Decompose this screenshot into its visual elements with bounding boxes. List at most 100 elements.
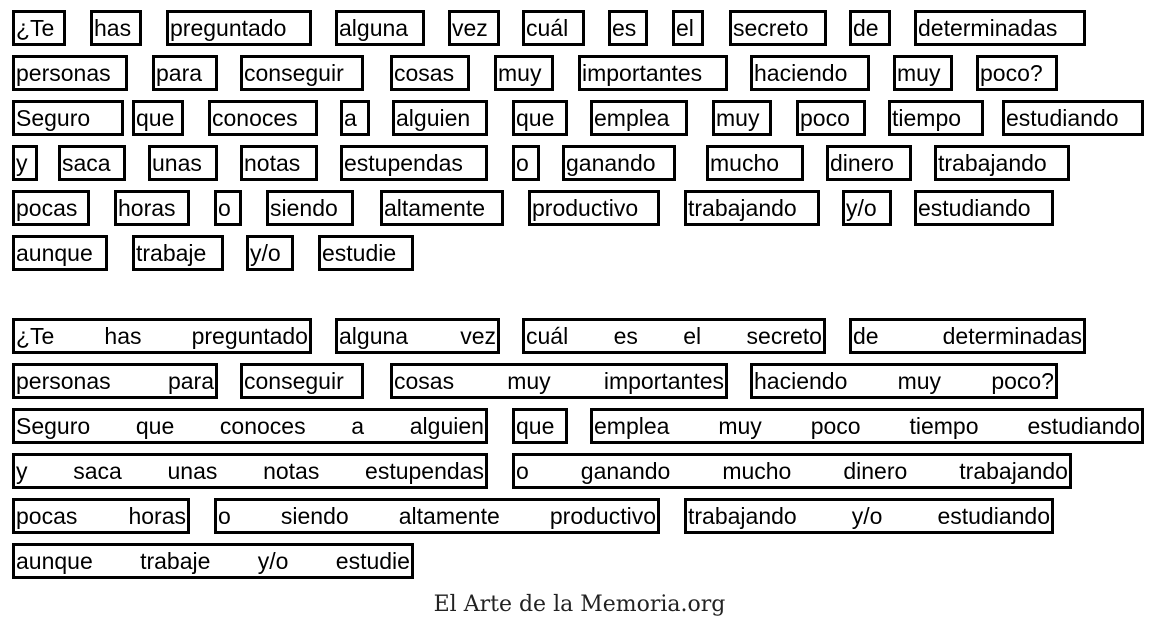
phrase-box: ¿Te has preguntado bbox=[12, 318, 312, 354]
word: estudie bbox=[335, 547, 410, 574]
word: pocas bbox=[16, 194, 78, 221]
word-box: dinero bbox=[826, 145, 912, 181]
word-box: alguien bbox=[392, 100, 488, 136]
section1-line-4: y saca unas notas estupendas o ganando m… bbox=[0, 145, 1159, 185]
word: determinadas bbox=[918, 14, 1058, 41]
word-box: importantes bbox=[578, 55, 728, 91]
word-box: y bbox=[12, 145, 38, 181]
word-box: es bbox=[608, 10, 648, 46]
word-box: estudiando bbox=[914, 190, 1054, 226]
word-box: y/o bbox=[842, 190, 892, 226]
word: que bbox=[135, 412, 175, 439]
word-box: poco? bbox=[976, 55, 1058, 91]
word: ¿Te bbox=[16, 14, 55, 41]
section1-line-1: ¿Te has preguntado alguna vez cuál es el… bbox=[0, 10, 1159, 50]
word: muy bbox=[716, 104, 760, 131]
word: y bbox=[16, 149, 28, 176]
word: personas bbox=[16, 59, 111, 86]
word: haciendo bbox=[754, 59, 848, 86]
word: importantes bbox=[603, 367, 724, 394]
word: preguntado bbox=[170, 14, 287, 41]
word: ¿Te bbox=[16, 322, 55, 349]
word: poco bbox=[800, 104, 850, 131]
word-box: el bbox=[672, 10, 704, 46]
word-box: muy bbox=[712, 100, 772, 136]
word-box: cosas bbox=[390, 55, 470, 91]
word: o bbox=[218, 194, 231, 221]
word-box: conseguir bbox=[240, 55, 364, 91]
word: siendo bbox=[270, 194, 338, 221]
section2-line-2: personas para conseguir cosas muy import… bbox=[0, 363, 1159, 403]
phrase-box: que bbox=[512, 408, 568, 444]
section1-line-5: pocas horas o siendo altamente productiv… bbox=[0, 190, 1159, 230]
section1-line-2: personas para conseguir cosas muy import… bbox=[0, 55, 1159, 95]
word: alguien bbox=[396, 104, 471, 131]
word-box: y/o bbox=[246, 235, 294, 271]
word: estudiando bbox=[918, 194, 1031, 221]
word-box: determinadas bbox=[914, 10, 1086, 46]
word: tiempo bbox=[892, 104, 962, 131]
word-box: conoces bbox=[208, 100, 318, 136]
word-box: o bbox=[214, 190, 242, 226]
word-box: saca bbox=[58, 145, 126, 181]
phrase-box: haciendo muy poco? bbox=[750, 363, 1058, 399]
word: ganando bbox=[580, 457, 671, 484]
word: conseguir bbox=[244, 367, 344, 394]
word: muy bbox=[507, 367, 551, 394]
word-box: tiempo bbox=[888, 100, 984, 136]
word: estudiando bbox=[1027, 412, 1140, 439]
word: el bbox=[683, 322, 702, 349]
word: estupendas bbox=[365, 457, 484, 484]
word: alguna bbox=[339, 322, 409, 349]
phrase-box: de determinadas bbox=[849, 318, 1086, 354]
word-box: pocas bbox=[12, 190, 90, 226]
word: horas bbox=[128, 502, 186, 529]
section2-line-3: Seguro que conoces a alguien que emplea … bbox=[0, 408, 1159, 448]
word-box: productivo bbox=[528, 190, 660, 226]
word: y/o bbox=[851, 502, 883, 529]
word: estudiando bbox=[937, 502, 1050, 529]
section2-line-4: y saca unas notas estupendas o ganando m… bbox=[0, 453, 1159, 493]
word: poco? bbox=[991, 367, 1054, 394]
word-box: que bbox=[512, 100, 568, 136]
word-box: para bbox=[152, 55, 218, 91]
phrase-box: trabajando y/o estudiando bbox=[684, 498, 1054, 534]
word: personas bbox=[16, 367, 111, 394]
phrase-box: Seguro que conoces a alguien bbox=[12, 408, 488, 444]
word-box: mucho bbox=[706, 145, 804, 181]
word-box: trabaje bbox=[132, 235, 224, 271]
word: vez bbox=[452, 14, 488, 41]
section2-line-1: ¿Te has preguntado alguna vez cuál es el… bbox=[0, 318, 1159, 358]
word-box: unas bbox=[148, 145, 218, 181]
word: muy bbox=[498, 59, 542, 86]
word: saca bbox=[73, 457, 122, 484]
word: y bbox=[16, 457, 28, 484]
word: a bbox=[351, 412, 365, 439]
word: altamente bbox=[384, 194, 486, 221]
word: trabaje bbox=[140, 547, 211, 574]
word: secreto bbox=[733, 14, 809, 41]
word-box: trabajando bbox=[684, 190, 820, 226]
word: cuál bbox=[526, 322, 569, 349]
word: unas bbox=[152, 149, 202, 176]
word: para bbox=[167, 367, 214, 394]
word: aunque bbox=[16, 239, 93, 266]
word: notas bbox=[263, 457, 320, 484]
phrase-box: conseguir bbox=[240, 363, 364, 399]
word: y/o bbox=[257, 547, 289, 574]
word: y/o bbox=[250, 239, 281, 266]
word: de bbox=[853, 322, 879, 349]
word: aunque bbox=[16, 547, 93, 574]
word: muy bbox=[897, 367, 942, 394]
word: alguna bbox=[339, 14, 409, 41]
word: has bbox=[94, 14, 132, 41]
word: secreto bbox=[746, 322, 822, 349]
word-box: de bbox=[849, 10, 891, 46]
word: mucho bbox=[710, 149, 780, 176]
section1-line-6: aunque trabaje y/o estudie bbox=[0, 235, 1159, 275]
word: muy bbox=[897, 59, 941, 86]
word: de bbox=[853, 14, 879, 41]
word: es bbox=[612, 14, 637, 41]
word-box: que bbox=[132, 100, 184, 136]
word-box: estudiando bbox=[1002, 100, 1144, 136]
